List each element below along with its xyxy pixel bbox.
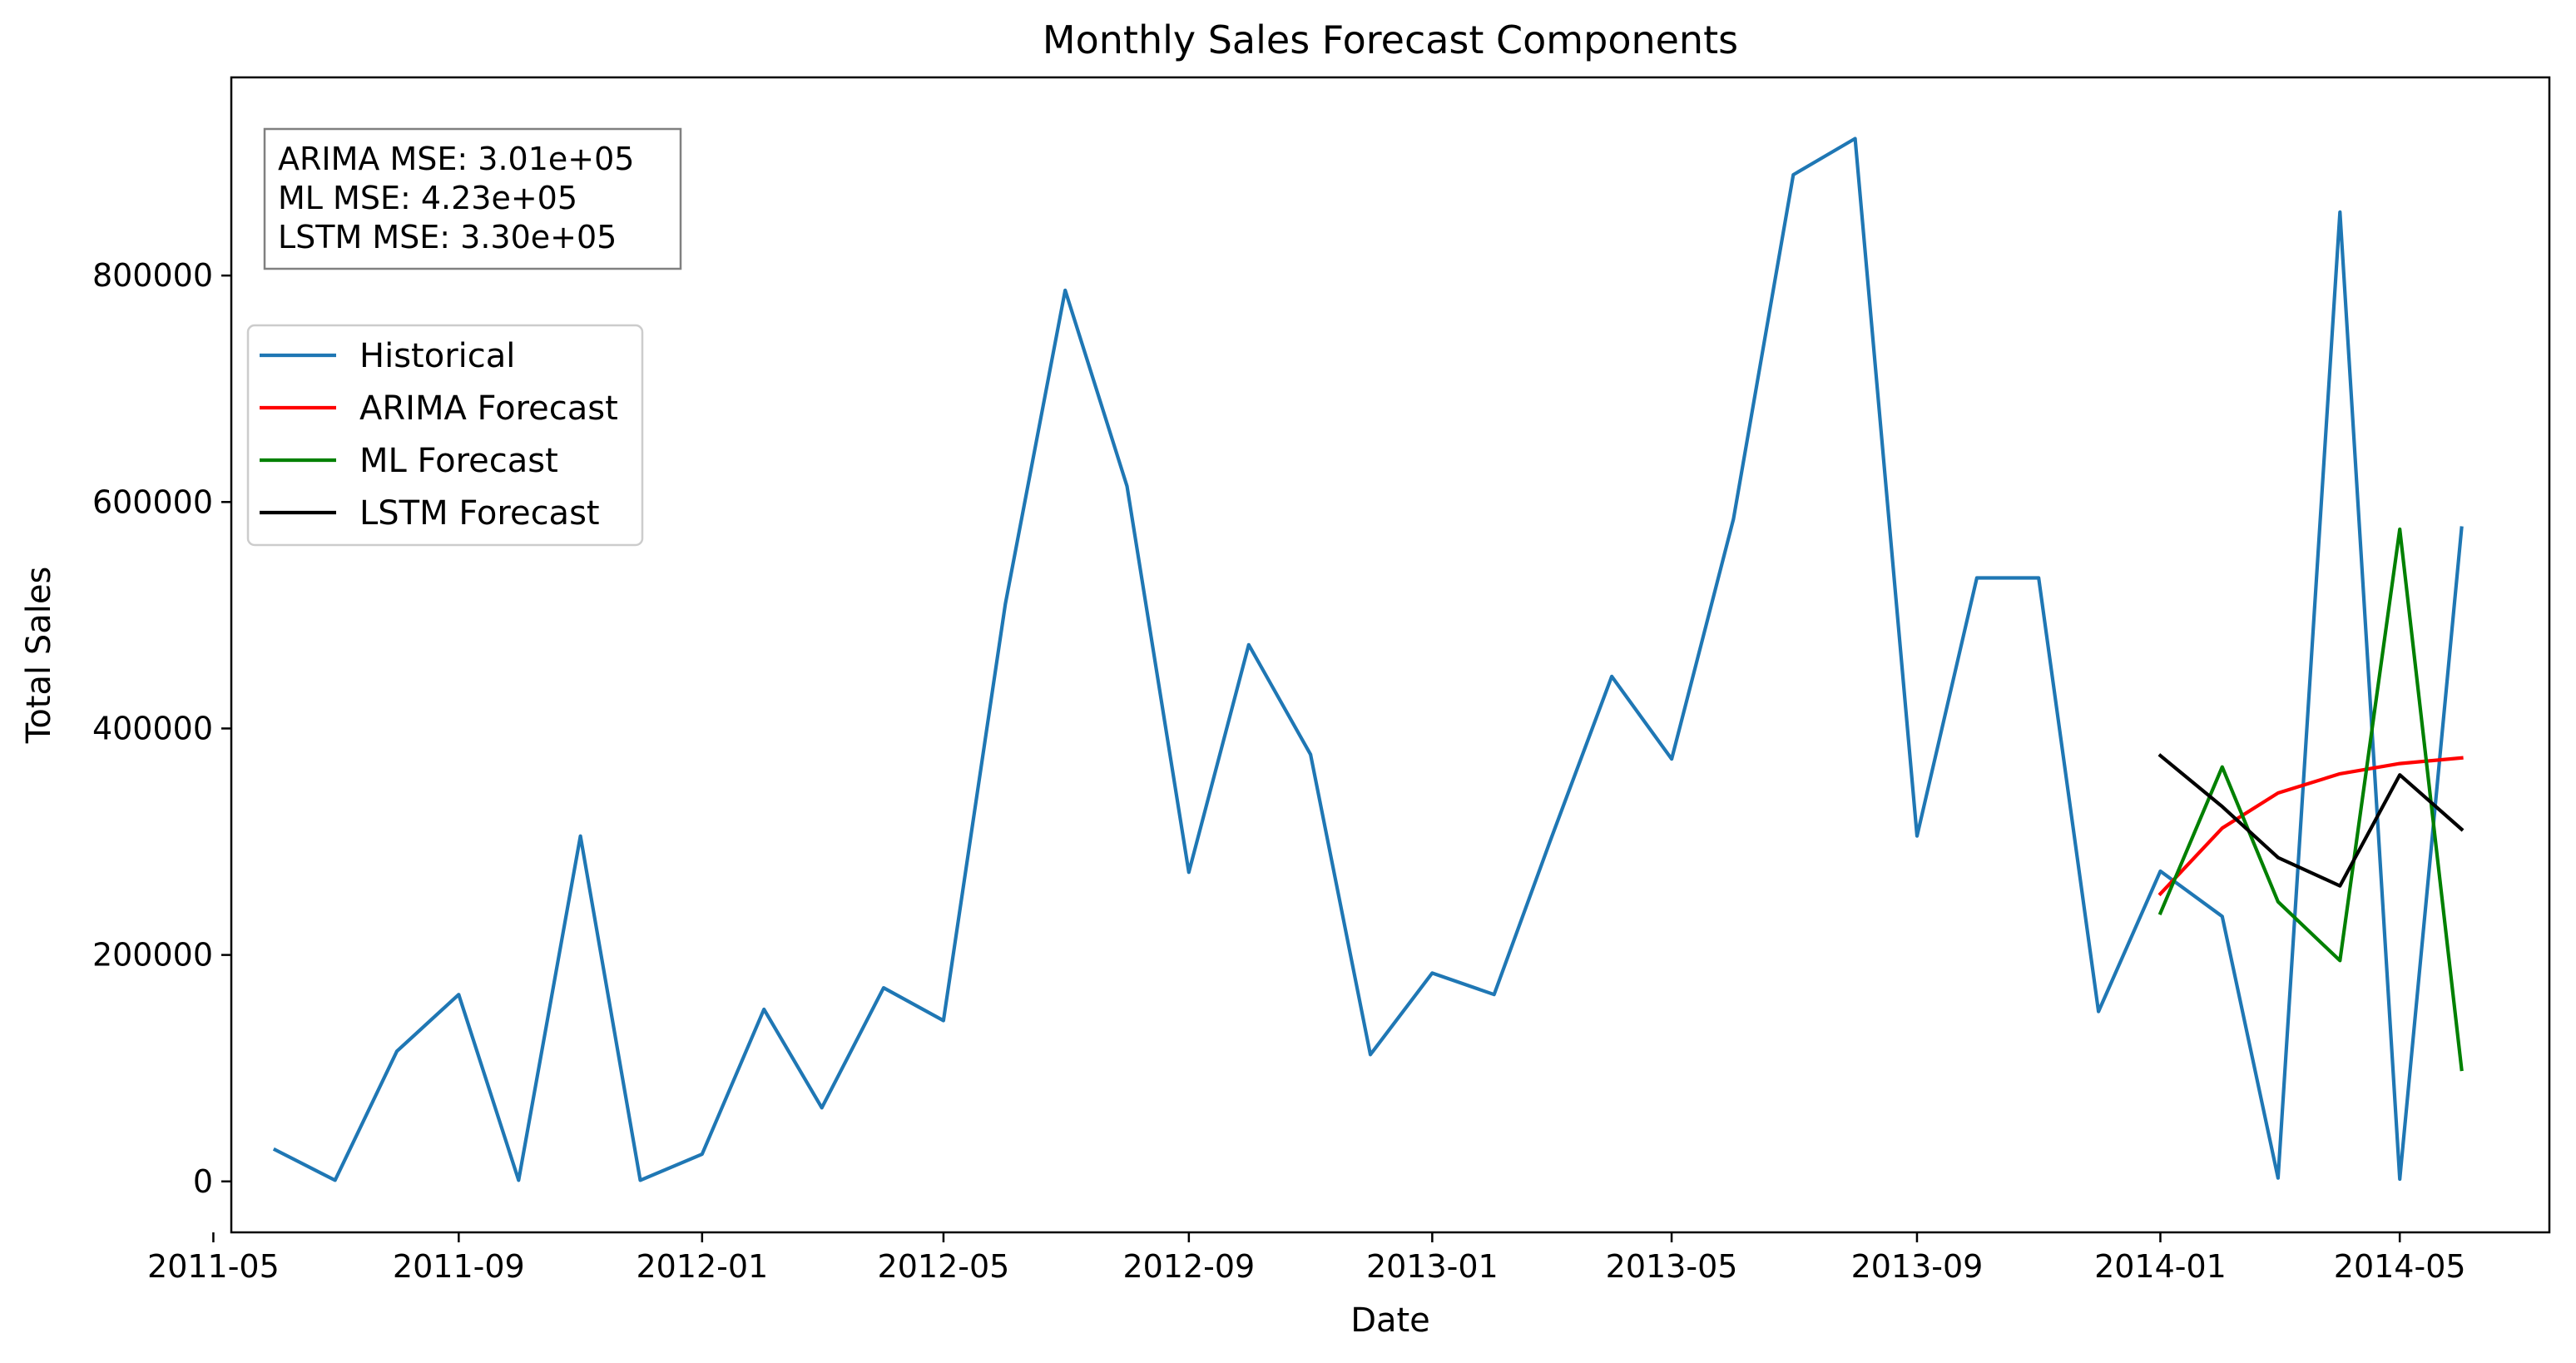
ml-forecast-line (2157, 527, 2464, 1072)
arima-mse-text: ARIMA MSE: 3.01e+05 (278, 141, 634, 177)
x-tick-label: 2012-01 (636, 1248, 768, 1285)
ml-mse-text: ML MSE: 4.23e+05 (278, 180, 577, 216)
legend-label-historical: Historical (359, 337, 515, 375)
y-axis-label: Total Sales (20, 567, 58, 745)
y-tick-label: 0 (193, 1163, 213, 1200)
lstm-mse-text: LSTM MSE: 3.30e+05 (278, 219, 617, 255)
legend-frame (246, 324, 644, 547)
mse-annotation-box: ARIMA MSE: 3.01e+05 ML MSE: 4.23e+05 LST… (263, 127, 682, 270)
x-tick-label: 2014-01 (2094, 1248, 2227, 1285)
y-tick-label: 600000 (92, 483, 213, 520)
arima-forecast-line (2157, 756, 2464, 897)
x-tick-label: 2012-09 (1122, 1248, 1255, 1285)
x-tick-label: 2011-09 (393, 1248, 525, 1285)
x-axis-label: Date (1350, 1301, 1430, 1340)
x-tick-label: 2013-09 (1851, 1248, 1984, 1285)
x-tick-label: 2013-01 (1366, 1248, 1499, 1285)
plot-area-frame (230, 76, 2551, 1234)
x-tick-label: 2012-05 (878, 1248, 1010, 1285)
series-layer (272, 136, 2465, 1182)
legend-label-arima-forecast: ARIMA Forecast (359, 389, 618, 428)
y-tick-label: 800000 (92, 257, 213, 294)
chart-title: Monthly Sales Forecast Components (1043, 17, 1738, 62)
y-tick-label: 200000 (92, 937, 213, 974)
legend: Historical ARIMA Forecast ML Forecast LSTM … (246, 324, 644, 547)
legend-label-ml-forecast: ML Forecast (359, 442, 558, 480)
lstm-forecast-line (2157, 753, 2465, 888)
x-axis: 2011-05 2011-09 2012-01 2012-05 2012-09 2013-… (147, 1232, 2466, 1285)
x-tick-label: 2014-05 (2334, 1248, 2466, 1285)
y-tick-label: 400000 (92, 710, 213, 746)
legend-label-lstm-forecast: LSTM Forecast (359, 494, 600, 533)
x-tick-label: 2011-05 (147, 1248, 280, 1285)
y-axis: 0 200000 400000 600000 800000 (92, 257, 231, 1200)
x-tick-label: 2013-05 (1606, 1248, 1738, 1285)
historical-line (272, 136, 2464, 1182)
